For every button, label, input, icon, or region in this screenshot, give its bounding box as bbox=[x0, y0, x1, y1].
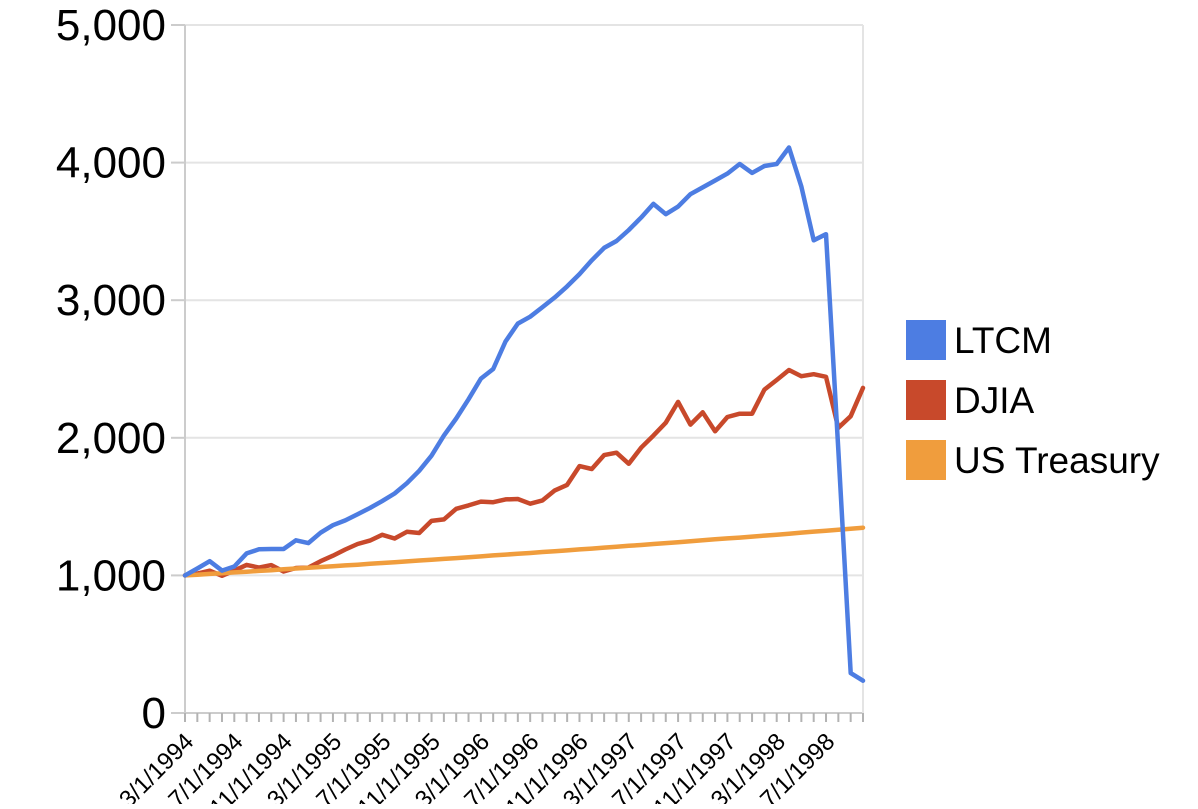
legend-swatch-ltcm bbox=[906, 320, 946, 360]
y-axis-label-2000: 2,000 bbox=[56, 414, 166, 463]
y-axis-label-0: 0 bbox=[142, 689, 166, 738]
y-axis-label-5000: 5,000 bbox=[56, 1, 166, 50]
y-axis-label-1000: 1,000 bbox=[56, 551, 166, 600]
y-axis-label-4000: 4,000 bbox=[56, 139, 166, 188]
y-axis-label-3000: 3,000 bbox=[56, 276, 166, 325]
legend-swatch-djia bbox=[906, 380, 946, 420]
series-line-us-treasury bbox=[182, 525, 866, 578]
legend-swatch-us-treasury bbox=[906, 440, 946, 480]
legend-label-ltcm: LTCM bbox=[954, 320, 1052, 361]
legend-label-djia: DJIA bbox=[954, 380, 1035, 421]
series-line-ltcm bbox=[182, 145, 866, 683]
legend-label-us-treasury: US Treasury bbox=[954, 440, 1160, 481]
